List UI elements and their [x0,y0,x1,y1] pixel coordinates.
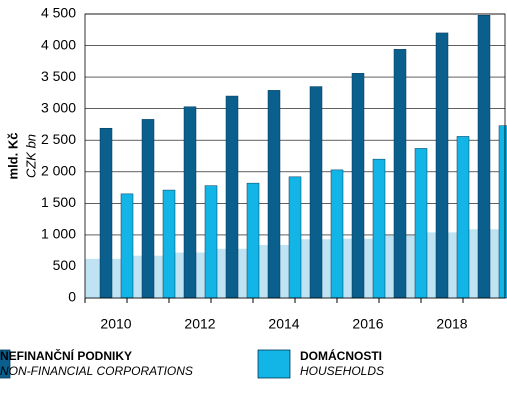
bar [372,158,386,299]
bar [99,127,113,299]
y-tick-label: 500 [53,257,77,273]
bar [204,185,218,299]
bar [330,169,344,299]
bar [477,15,491,299]
legend-label-en: NON-FINANCIAL CORPORATIONS [0,364,193,378]
bar [498,125,507,299]
bar [183,106,197,299]
x-tick-label: 2018 [436,316,467,332]
y-tick-label: 1 000 [41,226,76,242]
bar [120,193,134,299]
y-tick-label: 2 500 [41,131,76,147]
bar [225,95,239,299]
bar [456,136,470,299]
x-tick-label: 2016 [352,316,383,332]
y-tick-label: 0 [68,289,76,305]
y-axis-label: mld. Kč [5,133,20,180]
y-tick-label: 4 000 [41,36,76,52]
bar [435,32,449,299]
bar [141,119,155,299]
y-tick-label: 3 500 [41,68,76,84]
legend-label-en: HOUSEHOLDS [300,364,384,378]
y-tick-label: 1 500 [41,194,76,210]
bar [288,176,302,299]
legend-swatch [257,349,291,379]
legend-label: DOMÁCNOSTI [300,348,382,363]
legend-label: NEFINANČNÍ PODNIKY [0,348,132,363]
x-tick-label: 2012 [184,316,215,332]
x-tick-label: 2010 [100,316,131,332]
y-tick-label: 3 000 [41,99,76,115]
bar [351,73,365,299]
y-tick-label: 2 000 [41,162,76,178]
bar [414,148,428,299]
bar [246,182,260,299]
legend-swatch [0,349,11,379]
y-tick-label: 4 500 [41,5,76,21]
bar [393,49,407,299]
bar [309,86,323,299]
x-tick-label: 2014 [268,316,299,332]
bar [267,90,281,299]
bar [162,189,176,299]
y-axis-label-en: CZK bn [23,134,38,178]
